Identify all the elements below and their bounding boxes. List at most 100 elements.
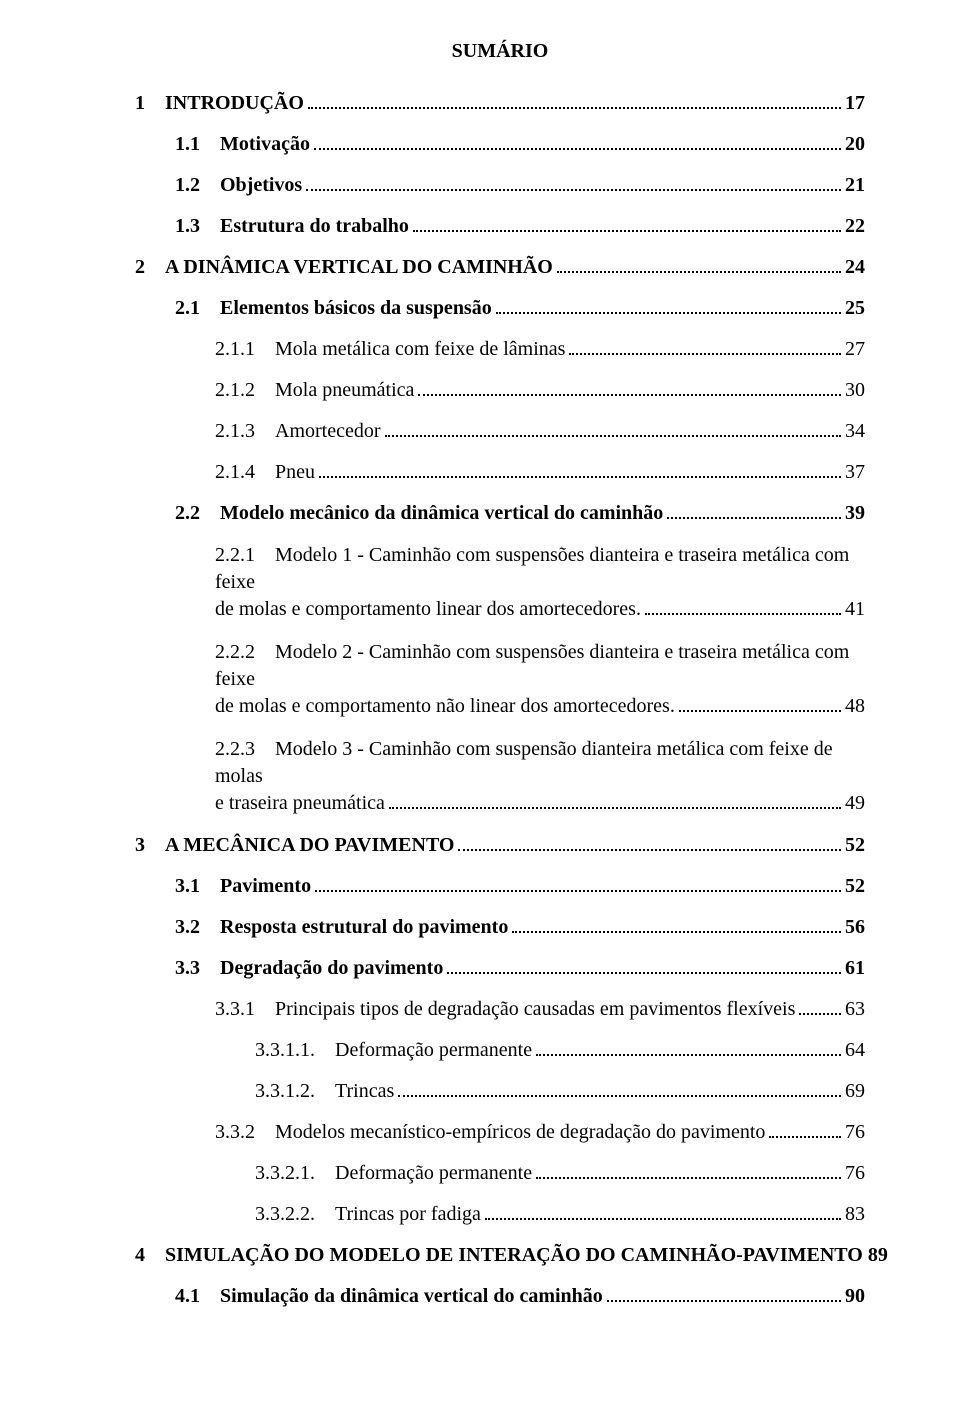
- toc-entry-number: 2.1.4: [215, 460, 255, 485]
- toc-entry-label: Deformação permanente: [335, 1161, 532, 1186]
- toc-entry-number: 3: [135, 833, 145, 858]
- toc-entry-label: Objetivos: [220, 173, 302, 198]
- toc-entry: 2.1 Elementos básicos da suspensão25: [135, 296, 865, 321]
- toc-entry-spacer: [200, 501, 220, 526]
- toc-entry-spacer: [255, 419, 275, 444]
- toc-entry-last-line: de molas e comportamento não linear dos …: [215, 693, 865, 720]
- toc-entry-number: 3.3.2.1.: [255, 1161, 315, 1186]
- toc-entry: 1.2 Objetivos21: [135, 173, 865, 198]
- toc-entry: 3.3.1.1. Deformação permanente64: [135, 1038, 865, 1063]
- toc-entry: 3.3.1.2. Trincas69: [135, 1079, 865, 1104]
- toc-entry-label: Trincas por fadiga: [335, 1202, 481, 1227]
- toc-entry-spacer: [255, 544, 275, 566]
- toc-entry-spacer: [315, 1079, 335, 1104]
- toc-entry-spacer: [255, 641, 275, 663]
- toc-leader-dots: [679, 699, 841, 712]
- toc-entry-spacer: [200, 1284, 220, 1309]
- toc-entry-number: 3.3.2: [215, 1120, 255, 1145]
- toc-entry-label: Modelos mecanístico-empíricos de degrada…: [275, 1120, 765, 1145]
- toc-entry-spacer: [200, 874, 220, 899]
- toc-entry-number: 2.2.2: [215, 641, 255, 663]
- toc-entry-number: 2.2.1: [215, 544, 255, 566]
- toc-entry-page: 22: [845, 214, 865, 239]
- toc-entry-spacer: [145, 1243, 165, 1268]
- toc-entry-spacer: [255, 738, 275, 760]
- toc-entry: 3.3.2.2. Trincas por fadiga 83: [135, 1202, 865, 1227]
- toc-entry-page: 25: [845, 296, 865, 321]
- toc-leader-dots: [536, 1166, 841, 1179]
- toc-entry: 4.1 Simulação da dinâmica vertical do ca…: [135, 1284, 865, 1309]
- toc-entry-label: Amortecedor: [275, 419, 381, 444]
- toc-entry: 3.3.1 Principais tipos de degradação cau…: [135, 997, 865, 1022]
- toc-entry-page: 37: [845, 460, 865, 485]
- toc-entry-spacer: [145, 91, 165, 116]
- toc-leader-dots: [799, 1002, 841, 1015]
- toc-entry-first-line: 2.2.3 Modelo 3 - Caminhão com suspensão …: [215, 736, 865, 790]
- toc-entry-number: 2.2.3: [215, 738, 255, 760]
- toc-entry-spacer: [315, 1038, 335, 1063]
- toc-entry-number: 2.1: [175, 296, 200, 321]
- toc-entry: 1.1 Motivação 20: [135, 132, 865, 157]
- toc-entry-label: Mola metálica com feixe de lâminas: [275, 337, 565, 362]
- toc-entry-spacer: [315, 1161, 335, 1186]
- toc-leader-dots: [319, 465, 841, 478]
- toc-entry-spacer: [145, 833, 165, 858]
- toc-leader-dots: [769, 1125, 841, 1138]
- toc-body: 1 INTRODUÇÃO171.1 Motivação201.2 Objetiv…: [135, 91, 865, 1309]
- toc-entry-first-line: 2.2.2 Modelo 2 - Caminhão com suspensões…: [215, 639, 865, 693]
- toc-entry: 2.2.3 Modelo 3 - Caminhão com suspensão …: [135, 736, 865, 817]
- toc-entry-page: 27: [845, 337, 865, 362]
- toc-leader-dots: [314, 137, 841, 150]
- toc-entry-spacer: [200, 956, 220, 981]
- toc-entry-label: Motivação: [220, 132, 310, 157]
- toc-entry-label: Resposta estrutural do pavimento: [220, 915, 508, 940]
- toc-entry-number: 3.1: [175, 874, 200, 899]
- toc-entry-spacer: [200, 915, 220, 940]
- toc-entry: 2 A DINÂMICA VERTICAL DO CAMINHÃO24: [135, 255, 865, 280]
- toc-entry-spacer: [200, 132, 220, 157]
- toc-leader-dots: [308, 96, 841, 109]
- toc-leader-dots: [315, 879, 841, 892]
- toc-entry: 2.1.2 Mola pneumática30: [135, 378, 865, 403]
- toc-entry-label-part1: Modelo 2 - Caminhão com suspensões diant…: [215, 641, 849, 690]
- toc-entry-spacer: [255, 337, 275, 362]
- toc-entry-label: Degradação do pavimento: [220, 956, 443, 981]
- toc-leader-dots: [418, 383, 841, 396]
- toc-page: SUMÁRIO 1 INTRODUÇÃO171.1 Motivação201.2…: [0, 0, 960, 1422]
- toc-entry: 3.1 Pavimento52: [135, 874, 865, 899]
- toc-entry-label: Pavimento: [220, 874, 311, 899]
- toc-entry: 3.2 Resposta estrutural do pavimento56: [135, 915, 865, 940]
- toc-leader-dots: [512, 920, 841, 933]
- toc-entry-label: A DINÂMICA VERTICAL DO CAMINHÃO: [165, 255, 553, 280]
- toc-entry-page: 52: [845, 833, 865, 858]
- toc-entry-page: 83: [845, 1202, 865, 1227]
- toc-entry: 1.3 Estrutura do trabalho22: [135, 214, 865, 239]
- toc-entry: 2.1.4 Pneu37: [135, 460, 865, 485]
- toc-entry: 2.2 Modelo mecânico da dinâmica vertical…: [135, 501, 865, 526]
- toc-entry-number: 1: [135, 91, 145, 116]
- toc-entry-page: 48: [845, 693, 865, 720]
- toc-entry: 4 SIMULAÇÃO DO MODELO DE INTERAÇÃO DO CA…: [135, 1243, 865, 1268]
- toc-entry-number: 3.3.2.2.: [255, 1202, 315, 1227]
- toc-entry-spacer: [255, 378, 275, 403]
- toc-entry-page: 20: [845, 132, 865, 157]
- toc-entry-number: 2: [135, 255, 145, 280]
- toc-leader-dots: [645, 602, 841, 615]
- toc-entry-spacer: [200, 173, 220, 198]
- toc-entry-label: Mola pneumática: [275, 378, 414, 403]
- toc-leader-dots: [458, 838, 841, 851]
- toc-entry-spacer: [255, 1120, 275, 1145]
- toc-entry-page: 63: [845, 997, 865, 1022]
- toc-entry-label: Modelo mecânico da dinâmica vertical do …: [220, 501, 663, 526]
- toc-entry-number: 2.1.2: [215, 378, 255, 403]
- toc-entry-label-part2: de molas e comportamento não linear dos …: [215, 693, 675, 720]
- toc-entry-last-line: e traseira pneumática49: [215, 790, 865, 817]
- toc-entry: 3.3 Degradação do pavimento61: [135, 956, 865, 981]
- toc-entry-page: 90: [845, 1284, 865, 1309]
- toc-entry-number: 1.1: [175, 132, 200, 157]
- toc-entry-number: 1.2: [175, 173, 200, 198]
- toc-entry-spacer: [315, 1202, 335, 1227]
- toc-entry-spacer: [145, 255, 165, 280]
- toc-entry-spacer: [200, 296, 220, 321]
- toc-entry-label-part2: de molas e comportamento linear dos amor…: [215, 596, 641, 623]
